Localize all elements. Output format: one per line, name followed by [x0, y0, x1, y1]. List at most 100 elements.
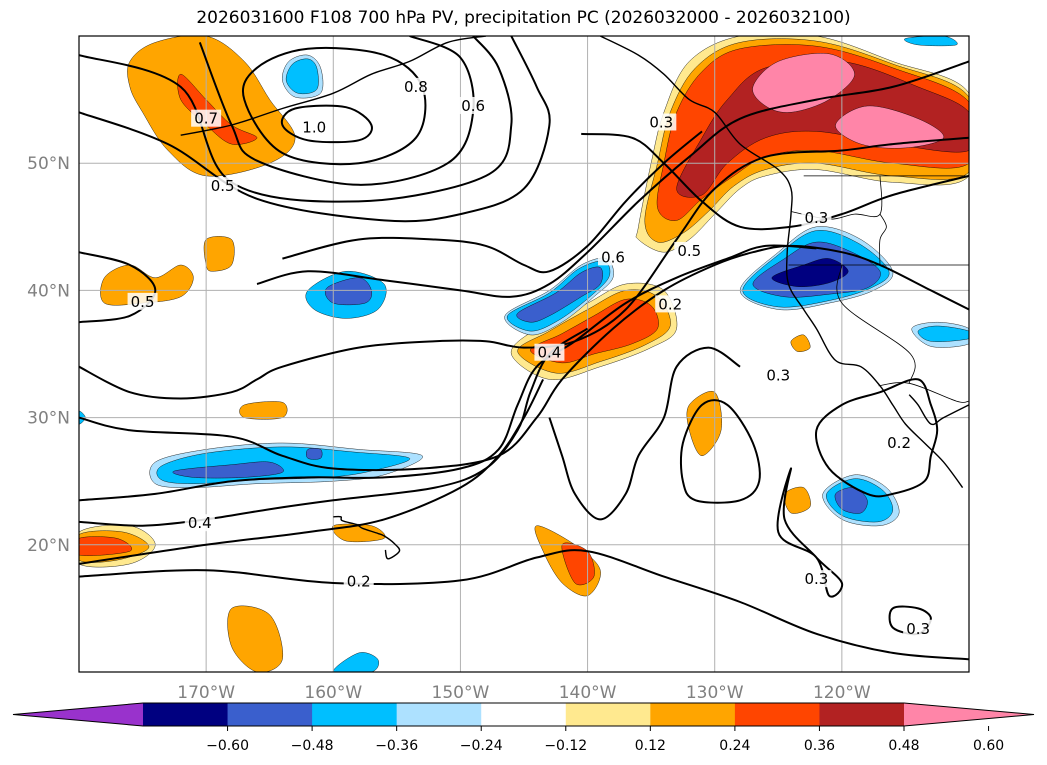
colorbar-tick-label: −0.48: [291, 738, 334, 754]
contour-label-background: [299, 118, 330, 136]
precip-patch-0.24: [790, 334, 811, 352]
precip-patch-0.36: [561, 542, 595, 586]
latitude-tick-label: 50°N: [27, 154, 70, 174]
contour-label-background: [674, 241, 705, 259]
pv-contour-line: [280, 104, 373, 144]
map-title: 2026031600 F108 700 hPa PV, precipitatio…: [196, 8, 851, 28]
contour-label-background: [207, 177, 238, 195]
contour-label-background: [763, 366, 794, 384]
colorbar-outline: [12, 702, 1035, 727]
latitude-tick-label: 40°N: [27, 281, 70, 301]
precip-patch--0.36: [516, 266, 603, 323]
precip-patch--0.24: [285, 58, 319, 95]
coastline-us-mexico: [878, 382, 969, 403]
precip-patch-0.24: [239, 401, 288, 420]
precip-patch--0.24: [904, 36, 958, 47]
precip-patch-0.48: [676, 60, 969, 198]
coastline-pacific-northwest: [599, 36, 964, 489]
longitude-tick-label: 130°W: [686, 683, 744, 703]
pv-contour-line: [79, 378, 544, 565]
precip-patch--0.24: [333, 652, 379, 672]
pv-contour-line: [282, 130, 703, 274]
contour-label: 0.3: [804, 209, 828, 227]
latitude-tick-label: 20°N: [27, 536, 70, 556]
contour-label-background: [534, 343, 565, 361]
pv-contours: [79, 36, 969, 661]
contour-label: 0.2: [658, 295, 682, 313]
contour-label: 0.6: [461, 97, 485, 115]
colorbar-segment: [734, 703, 820, 726]
latitude-ticks: 20°N 30°N 40°N 50°N: [27, 154, 70, 556]
pv-contour-line: [256, 60, 969, 298]
coastline-state-line-or-id: [879, 213, 887, 266]
contour-label-background: [655, 295, 686, 313]
coastline-state-line-ca-nv: [836, 264, 916, 384]
colorbar-segment: [143, 703, 229, 726]
contour-label-background: [801, 208, 832, 226]
contour-label: 0.5: [211, 177, 235, 195]
precip-patch-0.24: [783, 486, 811, 514]
contour-label-background: [884, 434, 915, 452]
contour-label-background: [458, 96, 489, 114]
coastline-hawaii: [333, 515, 401, 560]
longitude-tick-label: 150°W: [432, 683, 490, 703]
colorbar: −0.60 −0.48 −0.36 −0.24 −0.12 0.12 0.24 0.36 0.4…: [12, 702, 1035, 754]
pv-contour-line: [548, 346, 741, 521]
precip-patch--0.24: [917, 325, 969, 342]
colorbar-tick-label: −0.12: [544, 738, 587, 754]
pv-contour-line: [79, 549, 969, 661]
contour-label-background: [400, 77, 431, 95]
contour-label: 0.3: [649, 113, 673, 131]
pv-contour-labels: 1.0 0.8 0.6 0.7 0.5 0.5 0.3 0.6 0.5 0.3 0.2 0.4 0.3 0…: [127, 77, 934, 638]
contour-label: 0.4: [188, 514, 212, 532]
contour-label-background: [598, 248, 628, 266]
precip-patch-0.24: [227, 605, 284, 672]
contour-label-background: [127, 292, 158, 310]
pv-contour-line: [79, 36, 551, 223]
contour-label-background: [343, 572, 374, 590]
longitude-ticks: 170°W 160°W 150°W 140°W 130°W 120°W: [177, 683, 871, 703]
pv-contour-line: [79, 244, 969, 472]
colorbar-extend-low: [13, 703, 143, 726]
precip-patch-0.24: [100, 264, 194, 306]
contour-label: 0.5: [131, 293, 155, 311]
pv-contour-line: [581, 132, 969, 231]
longitude-tick-label: 140°W: [559, 683, 617, 703]
colorbar-tick-label: 0.36: [804, 738, 835, 754]
contour-label-background: [191, 109, 222, 127]
contour-label: 0.3: [766, 367, 790, 385]
pv-contour-line: [776, 467, 844, 598]
longitude-tick-label: 170°W: [177, 683, 235, 703]
latitude-tick-label: 30°N: [27, 409, 70, 429]
colorbar-segment: [481, 703, 567, 726]
coastline-baja-gulf: [908, 394, 969, 426]
precip-patch--0.36: [172, 461, 284, 479]
precip-patch-0.24: [203, 236, 235, 272]
colorbar-segment: [650, 703, 736, 726]
colorbar-extend-high: [904, 703, 1034, 726]
precip-patch--0.36: [306, 448, 323, 460]
contour-label: 0.7: [194, 110, 218, 128]
contour-label-background: [184, 514, 215, 532]
colorbar-tick-label: 0.12: [635, 738, 666, 754]
coastlines: [180, 36, 969, 560]
pv-contour-line: [679, 399, 761, 504]
precipitation-shading: [79, 36, 969, 672]
map-plot-area: 1.0 0.8 0.6 0.7 0.5 0.5 0.3 0.6 0.5 0.3 0.2 0.4 0.3 0…: [78, 35, 970, 673]
colorbar-tick-label: −0.36: [375, 738, 418, 754]
contour-label: 0.4: [537, 344, 561, 362]
colorbar-segment: [396, 703, 482, 726]
colorbar-segment: [312, 703, 398, 726]
precip-patch--0.36: [325, 277, 372, 306]
contour-label: 0.3: [906, 620, 930, 638]
contour-label: 0.5: [677, 242, 701, 260]
contour-label: 0.8: [404, 78, 428, 96]
contour-label: 0.3: [804, 570, 828, 588]
colorbar-tick-label: 0.60: [973, 738, 1004, 754]
contour-label: 0.2: [887, 434, 911, 452]
pv-contour-line: [79, 136, 969, 400]
colorbar-segment: [227, 703, 313, 726]
contour-label: 1.0: [302, 119, 326, 137]
pv-contour-line: [79, 36, 513, 203]
